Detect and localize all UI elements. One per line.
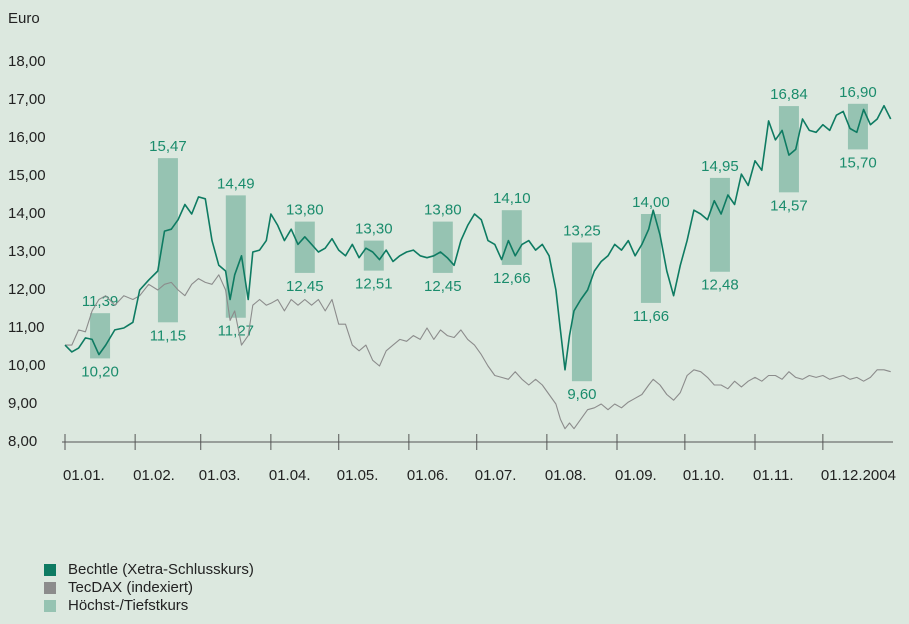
x-tick-label: 01.12.2004	[821, 467, 896, 484]
series-line	[64, 104, 892, 371]
range-low-label: 12,45	[286, 278, 324, 295]
x-tick-label: 01.03.	[199, 467, 241, 484]
range-low-label: 11,27	[218, 323, 254, 340]
y-tick-label: 15,00	[8, 167, 46, 184]
range-high-label: 13,80	[286, 202, 324, 219]
x-tick-label: 01.08.	[545, 467, 587, 484]
range-low-label: 14,57	[770, 197, 808, 214]
legend-swatch	[44, 582, 56, 594]
x-tick-label: 01.01.	[63, 467, 105, 484]
legend-label: Höchst-/Tiefstkurs	[68, 597, 188, 614]
y-tick-label: 14,00	[8, 205, 46, 222]
y-axis-label: Euro	[8, 10, 40, 27]
y-tick-label: 16,00	[8, 129, 46, 146]
range-low-label: 12,51	[355, 276, 393, 293]
range-low-label: 11,15	[150, 327, 186, 344]
range-high-label: 14,10	[493, 190, 531, 207]
range-low-label: 12,48	[701, 277, 739, 294]
range-low-label: 12,66	[493, 270, 531, 287]
y-tick-label: 10,00	[8, 357, 46, 374]
range-high-label: 11,39	[82, 293, 118, 310]
y-tick-label: 13,00	[8, 243, 46, 260]
y-tick-label: 12,00	[8, 281, 46, 298]
range-bar	[709, 177, 730, 272]
range-bar	[225, 195, 246, 318]
x-tick-label: 01.05.	[337, 467, 379, 484]
range-low-label: 11,66	[633, 308, 669, 325]
range-low-label: 10,20	[81, 363, 119, 380]
legend-label: Bechtle (Xetra-Schlusskurs)	[68, 561, 254, 578]
range-bar	[363, 240, 384, 271]
range-low-label: 9,60	[567, 386, 596, 403]
x-tick-label: 01.07.	[475, 467, 517, 484]
range-low-label: 12,45	[424, 278, 462, 295]
range-high-label: 15,47	[149, 138, 187, 155]
x-tick-label: 01.04.	[269, 467, 311, 484]
range-bar	[571, 242, 592, 382]
y-tick-label: 9,00	[8, 395, 37, 412]
range-high-label: 13,25	[563, 222, 601, 239]
x-tick-label: 01.10.	[683, 467, 725, 484]
range-high-label: 14,95	[701, 158, 739, 175]
legend-swatch	[44, 564, 56, 576]
y-tick-label: 18,00	[8, 53, 46, 70]
range-high-label: 13,80	[424, 202, 462, 219]
x-tick-label: 01.11.	[753, 467, 794, 484]
x-tick-label: 01.02.	[133, 467, 175, 484]
range-high-label: 14,00	[632, 194, 670, 211]
range-low-label: 15,70	[839, 154, 877, 171]
x-tick-label: 01.09.	[615, 467, 657, 484]
range-high-label: 13,30	[355, 221, 393, 238]
range-bar	[294, 221, 315, 273]
range-bar	[157, 158, 178, 323]
range-bar	[778, 106, 799, 193]
y-tick-label: 8,00	[8, 433, 37, 450]
range-high-label: 16,84	[770, 86, 808, 103]
y-tick-label: 17,00	[8, 91, 46, 108]
range-bar	[501, 210, 522, 265]
range-high-label: 14,49	[217, 175, 255, 192]
range-high-label: 16,90	[839, 84, 877, 101]
legend-label: TecDAX (indexiert)	[68, 579, 193, 596]
series-line	[65, 274, 891, 430]
x-tick-label: 01.06.	[407, 467, 449, 484]
range-bar	[432, 221, 453, 273]
legend-swatch	[44, 600, 56, 612]
y-tick-label: 11,00	[8, 319, 44, 336]
